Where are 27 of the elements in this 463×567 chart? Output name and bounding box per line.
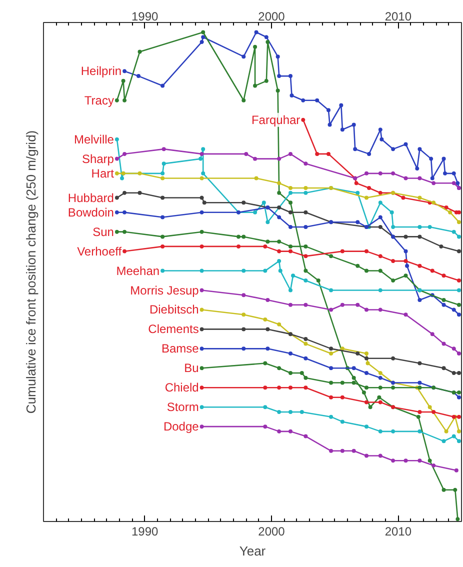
- series-label: Hubbard: [68, 190, 114, 205]
- series-label: Sharp: [82, 152, 114, 166]
- x-tick-label: 1990: [131, 10, 159, 24]
- series-label: Hart: [91, 166, 115, 180]
- series-label: Storm: [166, 400, 199, 414]
- y-axis-title: Cumulative ice front position change (250 m/grid): [24, 130, 38, 414]
- series-label: Farquhar: [251, 112, 300, 127]
- series-label: Diebitsch: [149, 302, 199, 317]
- series-label: Bowdoin: [68, 205, 114, 220]
- series-label: Bamse: [161, 342, 200, 356]
- series-label: Sun: [92, 224, 114, 239]
- series-label: Melville: [74, 132, 114, 146]
- x-tick-label: 2010: [384, 10, 412, 24]
- series-label: Clements: [148, 322, 199, 336]
- series-label: Verhoeff: [77, 244, 122, 258]
- series-label: Morris Jesup: [130, 283, 200, 298]
- series-label: Dodge: [163, 420, 200, 434]
- x2-tick-label: 2000: [258, 524, 286, 538]
- x-tick-label: 2000: [258, 10, 286, 24]
- series-label: Meehan: [116, 264, 160, 278]
- x2-tick-label: 1990: [131, 524, 159, 538]
- series-label: Bu: [184, 361, 199, 376]
- x-axis-title: Year: [239, 544, 266, 558]
- series-label: Chield: [164, 380, 199, 395]
- x2-tick-label: 2010: [384, 524, 412, 538]
- series-label: Heilprin: [80, 64, 122, 78]
- series-label: Tracy: [84, 93, 114, 108]
